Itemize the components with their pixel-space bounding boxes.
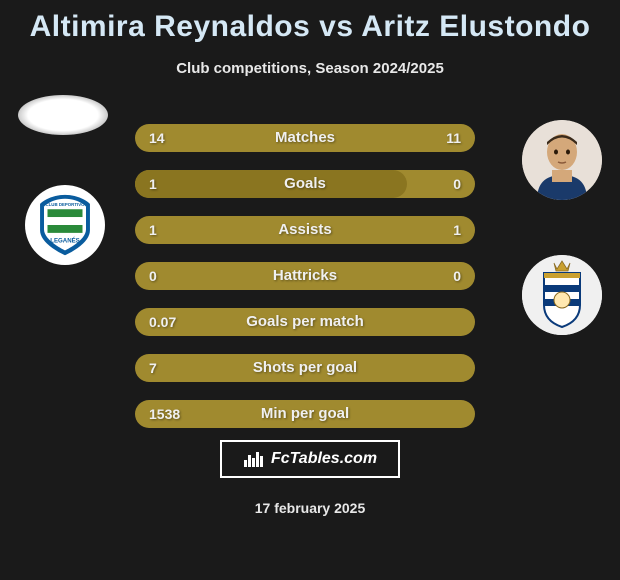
stat-label: Assists [135,216,475,244]
branding-label: FcTables.com [271,450,377,468]
stat-label: Shots per goal [135,354,475,382]
svg-text:CLUB DEPORTIVO: CLUB DEPORTIVO [46,202,86,207]
stat-value-left: 1538 [149,400,180,428]
stats-container: Matches1411Goals10Assists11Hattricks00Go… [135,124,475,446]
stat-row: Assists1 1 [135,216,475,244]
stat-label: Hattricks [135,262,475,290]
stat-value-right: 0 [453,170,461,198]
stat-value-left: 0 [149,262,157,290]
stat-label: Matches [135,124,475,152]
stat-row: Min per goal1538 [135,400,475,428]
page-title: Altimira Reynaldos vs Aritz Elustondo [0,0,620,44]
stat-label: Goals per match [135,308,475,336]
stat-value-left: 0.07 [149,308,176,336]
stat-row: Goals1 0 [135,170,475,198]
branding-box: FcTables.com [220,440,400,478]
subtitle: Club competitions, Season 2024/2025 [0,60,620,77]
stat-value-right: 11 [446,124,461,152]
stat-value-right: 0 [453,262,461,290]
player-right-photo [522,120,602,200]
date-label: 17 february 2025 [0,500,620,516]
stat-value-left: 1 [149,170,157,198]
stat-value-right: 1 [453,216,461,244]
stat-row: Matches14 11 [135,124,475,152]
player-left-photo [18,95,108,135]
stat-label: Goals [135,170,475,198]
stat-value-left: 1 [149,216,157,244]
team-right-logo [522,255,602,335]
stat-value-left: 14 [149,124,165,152]
chart-icon [243,450,265,468]
stat-label: Min per goal [135,400,475,428]
stat-row: Hattricks0 0 [135,262,475,290]
stat-value-left: 7 [149,354,157,382]
stat-row: Goals per match0.07 [135,308,475,336]
svg-text:LEGANÉS: LEGANÉS [50,237,80,245]
team-left-logo: CLUB DEPORTIVO LEGANÉS [25,185,105,265]
stat-row: Shots per goal7 [135,354,475,382]
